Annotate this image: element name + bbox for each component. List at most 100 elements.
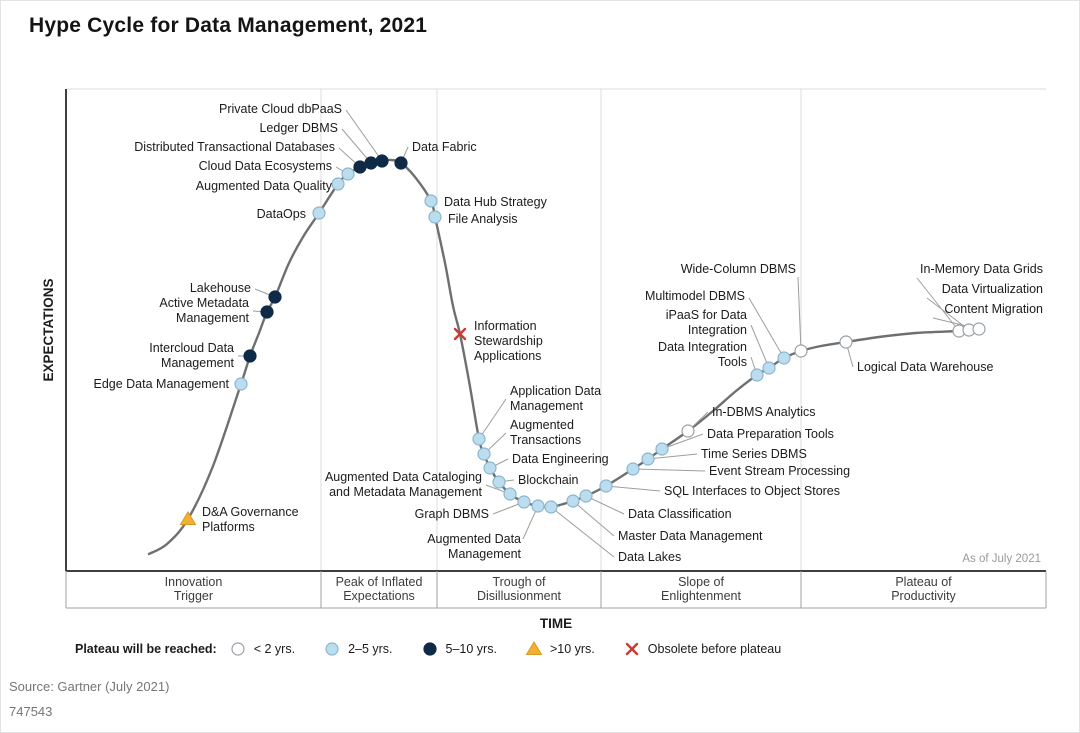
point-private-cloud-dbpaas <box>375 154 389 168</box>
point-file-analysis <box>428 210 442 224</box>
x-axis-title: TIME <box>540 616 572 631</box>
label-private-cloud-dbpaas: Private Cloud dbPaaS <box>219 102 342 116</box>
point-edge-data-management <box>234 377 248 391</box>
leader-multimodel-dbms <box>748 297 785 359</box>
label-time-series-dbms: Time Series DBMS <box>701 447 807 461</box>
label-in-dbms-analytics: In-DBMS Analytics <box>712 405 816 419</box>
point-augmented-data-quality <box>331 177 345 191</box>
label-dataops: DataOps <box>257 207 306 221</box>
label-multimodel-dbms: Multimodel DBMS <box>645 289 745 303</box>
legend-items: < 2 yrs. 2–5 yrs. 5–10 yrs. >10 yrs. Obsolet… <box>229 641 781 657</box>
point-information-stewardship-applications <box>453 327 467 341</box>
label-in-memory-data-grids: In-Memory Data Grids <box>920 262 1043 276</box>
point-distributed-transactional-databases <box>353 160 367 174</box>
label-data-engineering: Data Engineering <box>512 452 609 466</box>
label-application-data-management: Application Data Management <box>510 384 601 413</box>
label-augmented-transactions: Augmented Transactions <box>510 418 581 447</box>
label-data-integration-tools: Data Integration Tools <box>658 340 747 369</box>
phase-label-plateau-of-productivity: Plateau of Productivity <box>891 575 956 603</box>
legend-item-10-yrs: >10 yrs. <box>525 641 595 657</box>
point-d-a-governance-platforms <box>179 511 197 525</box>
leader-master-data-management <box>572 500 615 537</box>
legend-mark-2-5 <box>325 642 339 656</box>
label-information-stewardship-applications: Information Stewardship Applications <box>474 319 543 363</box>
label-data-lakes: Data Lakes <box>618 550 681 564</box>
legend-label: >10 yrs. <box>549 642 595 656</box>
legend-mark-gt10 <box>525 641 543 655</box>
document-number: 747543 <box>9 704 53 719</box>
label-logical-data-warehouse: Logical Data Warehouse <box>857 360 993 374</box>
leader-data-preparation-tools <box>661 433 704 450</box>
label-file-analysis: File Analysis <box>448 212 517 226</box>
point-blockchain <box>492 475 506 489</box>
as-of-label: As of July 2021 <box>962 553 1041 565</box>
leader-data-lakes <box>550 506 615 558</box>
leader-sql-interfaces-to-object-stores <box>605 485 661 492</box>
point-in-dbms-analytics <box>681 424 695 438</box>
point-data-integration-tools <box>750 368 764 382</box>
source-label: Source: Gartner (July 2021) <box>9 679 170 694</box>
phase-label-slope-of-enlightenment: Slope of Enlightenment <box>661 575 741 603</box>
legend-marker-gt10 <box>525 641 543 655</box>
legend-label: Obsolete before plateau <box>647 642 782 656</box>
legend-label: 2–5 yrs. <box>348 642 393 656</box>
label-distributed-transactional-databases: Distributed Transactional Databases <box>134 140 335 154</box>
label-wide-column-dbms: Wide-Column DBMS <box>681 262 796 276</box>
label-graph-dbms: Graph DBMS <box>415 507 489 521</box>
legend-mark-lt2 <box>231 642 245 656</box>
page-title: Hype Cycle for Data Management, 2021 <box>29 14 428 37</box>
point-data-engineering <box>483 461 497 475</box>
legend: Plateau will be reached: < 2 yrs. 2–5 yrs… <box>75 641 781 657</box>
legend-mark-obsolete <box>625 642 638 656</box>
point-sql-interfaces-to-object-stores <box>599 479 613 493</box>
legend-mark-5-10 <box>422 642 437 656</box>
leader-private-cloud-dbpaas <box>345 109 383 162</box>
label-lakehouse: Lakehouse <box>190 281 251 295</box>
point-time-series-dbms <box>641 452 655 466</box>
label-augmented-data-quality: Augmented Data Quality <box>196 179 333 193</box>
point-intercloud-data-management <box>243 349 257 363</box>
point-wide-column-dbms <box>794 344 808 358</box>
label-ledger-dbms: Ledger DBMS <box>259 121 338 135</box>
label-data-classification: Data Classification <box>628 507 732 521</box>
label-data-hub-strategy: Data Hub Strategy <box>444 195 548 209</box>
point-cloud-data-ecosystems <box>341 167 355 181</box>
label-intercloud-data-management: Intercloud Data Management <box>149 341 234 370</box>
label-ipaas-for-data-integration: iPaaS for Data Integration <box>666 308 747 337</box>
legend-item-2-yrs: < 2 yrs. <box>229 641 295 657</box>
point-application-data-management <box>472 432 486 446</box>
label-data-fabric: Data Fabric <box>412 140 477 154</box>
point-augmented-data-management <box>531 499 545 513</box>
point-active-metadata-management <box>260 305 274 319</box>
legend-item-obsolete-before-plateau: Obsolete before plateau <box>623 641 781 657</box>
label-master-data-management: Master Data Management <box>618 529 763 543</box>
legend-item-2-5-yrs: 2–5 yrs. <box>323 641 393 657</box>
legend-marker-obsolete <box>625 642 638 656</box>
phase-label-peak-of-inflated-expectations: Peak of Inflated Expectations <box>336 575 423 603</box>
phase-label-trough-of-disillusionment: Trough of Disillusionment <box>477 575 562 603</box>
legend-marker-2-5 <box>325 642 339 656</box>
leader-time-series-dbms <box>647 453 698 460</box>
leader-data-classification <box>585 495 625 515</box>
point-ipaas-for-data-integration <box>762 361 776 375</box>
leader-wide-column-dbms <box>797 276 802 352</box>
point-augmented-transactions <box>477 447 491 461</box>
leader-application-data-management <box>478 398 507 440</box>
point-data-fabric <box>394 156 408 170</box>
point-data-hub-strategy <box>424 194 438 208</box>
label-edge-data-management: Edge Data Management <box>93 377 229 391</box>
label-augmented-data-management: Augmented Data Management <box>427 532 521 561</box>
point-content-migration <box>972 322 986 336</box>
point-data-classification <box>579 489 593 503</box>
label-event-stream-processing: Event Stream Processing <box>709 464 850 478</box>
leader-ipaas-for-data-integration <box>750 324 770 369</box>
label-cloud-data-ecosystems: Cloud Data Ecosystems <box>199 159 332 173</box>
point-ledger-dbms <box>364 156 378 170</box>
leader-event-stream-processing <box>632 468 706 472</box>
point-logical-data-warehouse <box>839 335 853 349</box>
label-augmented-data-cataloging-and-metadata-management: Augmented Data Cataloging and Metadata Ma… <box>325 470 483 499</box>
label-content-migration: Content Migration <box>944 302 1043 316</box>
legend-title: Plateau will be reached: <box>75 642 217 656</box>
